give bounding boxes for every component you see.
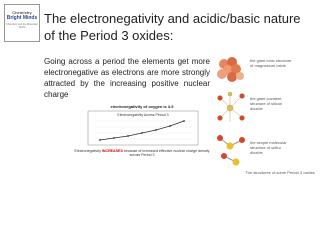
slide-title: The electronegativity and acidic/basic n… — [44, 11, 301, 43]
structures — [217, 57, 245, 166]
chart-title: Electronegativity Across Period 3 — [117, 113, 168, 117]
structures-caption: The structures of some Period 3 oxides — [245, 170, 315, 175]
mgo-image — [217, 57, 244, 82]
logo-text: Chemistry — [12, 10, 32, 15]
chart-image: Electronegativity Across Period 3 — [87, 110, 199, 146]
caption-text: Electronegativity — [74, 149, 101, 153]
figure-caption: Electronegativity INCREASES because of i… — [74, 149, 210, 157]
figure-note: electronegativity of oxygen is 3.5 — [110, 104, 174, 109]
structure-label: the giant covalent structure of silicon … — [250, 96, 283, 111]
sio2-image — [217, 91, 245, 122]
structure-label: the giant ionic structure of magnesium o… — [250, 58, 292, 68]
caption-highlight: INCREASES — [101, 149, 123, 153]
logo-text: Bright Minds — [6, 15, 38, 21]
figure: electronegativity of oxygen is 3.5 Elect… — [74, 104, 210, 166]
structure-label: the simple molecular structure of sulfur… — [250, 140, 287, 155]
logo: Chemistry Bright Minds Chemistry and the… — [4, 4, 40, 42]
logo-text: Chemistry and the Molecular World — [6, 23, 38, 29]
caption-text: because of increased effective nuclear c… — [123, 149, 210, 157]
so2-image — [217, 135, 245, 166]
body-text: Going across a period the elements get m… — [44, 57, 210, 99]
slide: {"logo": {"line1": "Chemistry", "line2":… — [4, 4, 315, 175]
